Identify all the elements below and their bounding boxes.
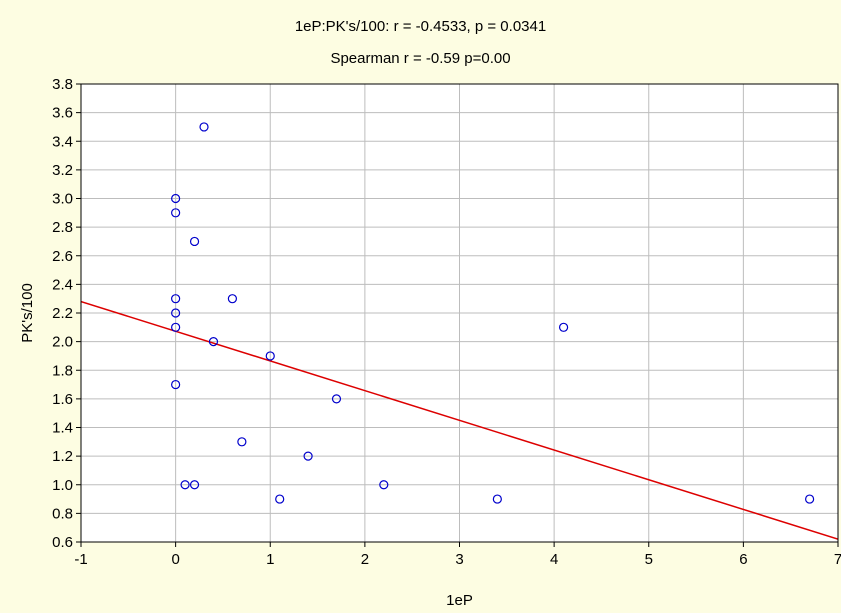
y-tick-label: 3.8 [52,76,73,93]
x-tick-label: 6 [739,551,747,568]
y-tick-label: 2.2 [52,305,73,322]
data-point [208,337,219,347]
data-point [379,480,389,490]
x-tick-label: 7 [834,551,841,568]
data-point [275,494,285,504]
data-point [180,480,190,490]
data-point [331,394,342,404]
y-tick-label: 1.6 [52,391,73,408]
x-tick-label: 3 [455,551,463,568]
y-tick-label: 2.8 [52,219,73,236]
x-tick-label: -1 [74,551,87,568]
data-point [199,122,209,132]
y-tick-label: 1.0 [52,477,73,494]
y-tick-label: 2.6 [52,248,73,265]
data-point [558,322,569,332]
y-tick-label: 3.0 [52,191,73,208]
data-point [171,208,181,218]
y-tick-label: 1.2 [52,448,73,465]
data-point [492,494,502,504]
y-tick-label: 2.0 [52,334,73,351]
chart-title: 1eP:PK's/100: r = -0.4533, p = 0.0341 [294,18,547,35]
y-tick-label: 1.4 [52,420,73,437]
data-point [171,308,181,318]
data-point [227,294,237,304]
y-axis-label: PK's/100 [19,283,36,343]
y-tick-label: 3.4 [52,133,73,150]
x-tick-label: 5 [645,551,653,568]
y-tick-label: 0.8 [52,505,73,522]
y-tick-label: 1.8 [52,362,73,379]
data-point [237,437,247,447]
data-point [171,379,181,390]
data-point [265,351,275,361]
y-tick-label: 3.6 [52,105,73,122]
x-tick-label: 2 [361,551,369,568]
data-point [189,236,200,247]
regression-line [81,300,838,540]
y-tick-label: 0.6 [52,534,73,551]
data-point [805,494,815,504]
data-point [171,294,181,304]
x-axis-label: 1eP [446,592,473,609]
data-point [189,480,200,490]
x-tick-label: 0 [171,551,179,568]
x-tick-label: 1 [266,551,274,568]
chart-subtitle: Spearman r = -0.59 p=0.00 [330,50,511,67]
data-point [171,193,181,204]
y-tick-label: 2.4 [52,276,73,293]
y-tick-label: 3.2 [52,162,73,179]
x-tick-label: 4 [550,551,558,568]
data-point [303,451,313,461]
plot-border [80,83,839,543]
data-point [171,322,181,332]
